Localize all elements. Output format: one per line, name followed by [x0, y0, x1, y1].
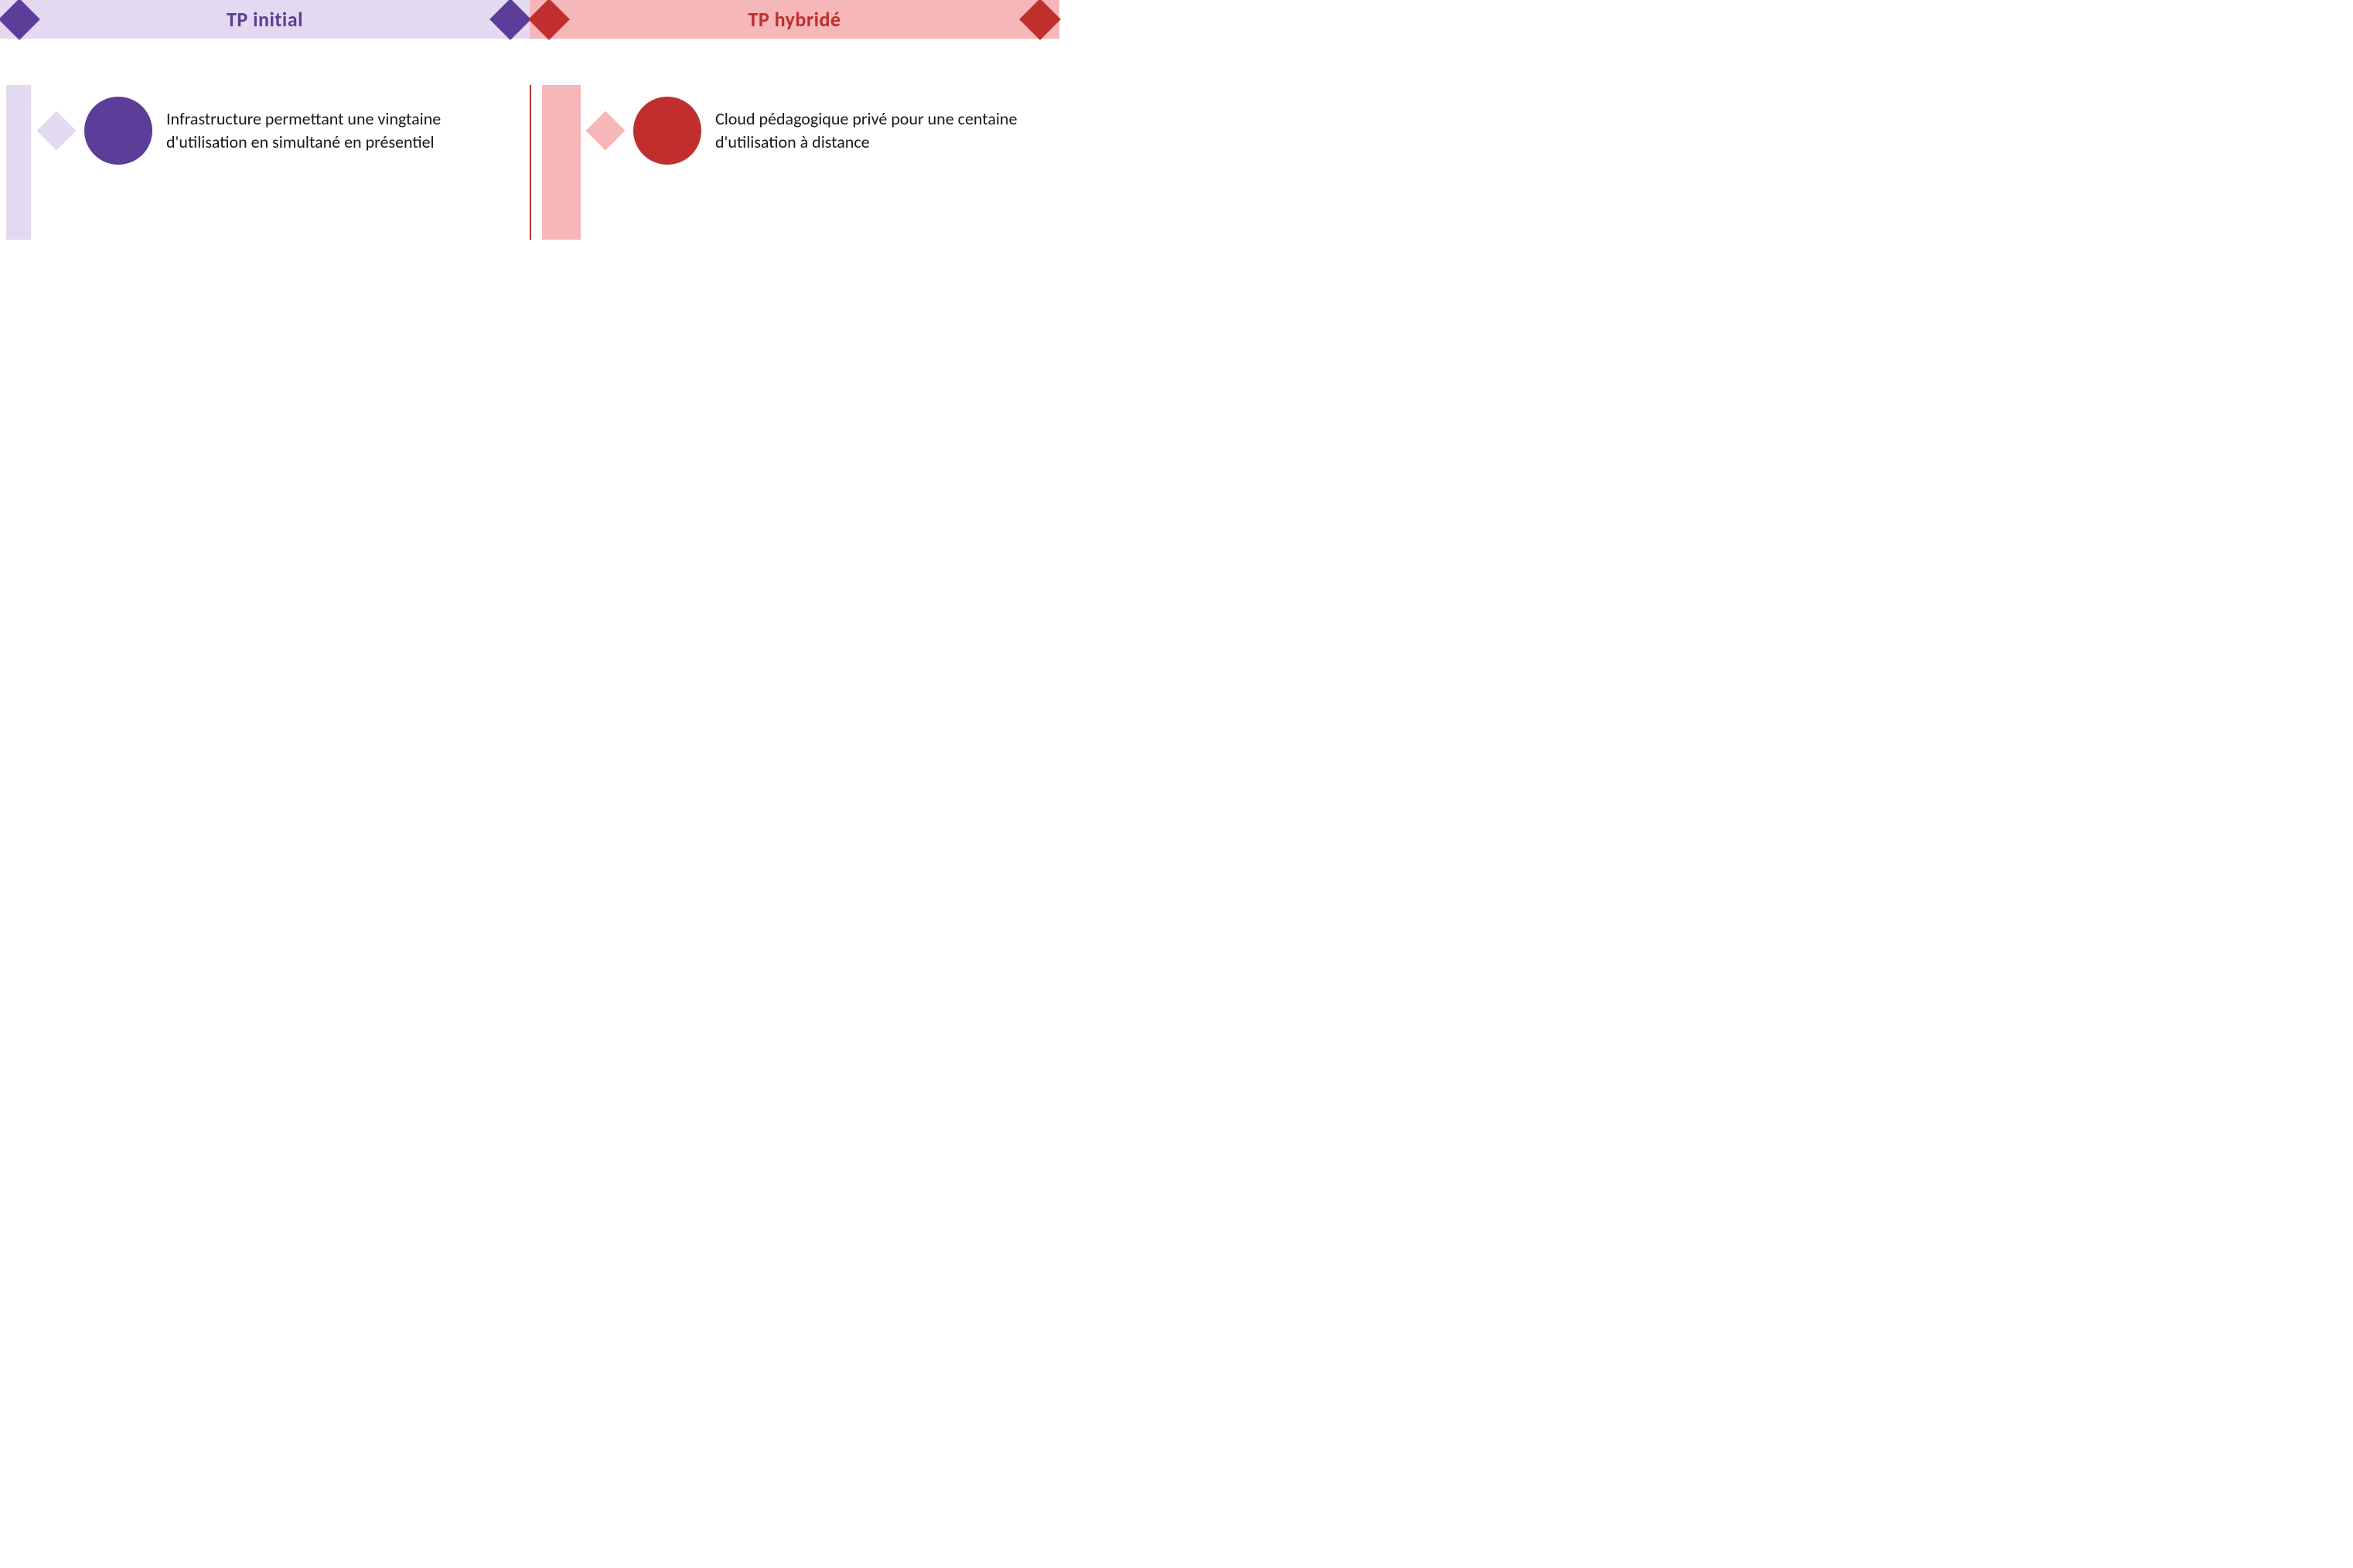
content-left: Infrastructure permettant une vingtaine … — [0, 85, 530, 240]
diamond-icon — [1019, 0, 1061, 40]
diamond-icon — [0, 0, 40, 40]
right-item: Cloud pédagogique privé pour une centain… — [592, 97, 1025, 165]
right-item-text: Cloud pédagogique privé pour une centain… — [715, 107, 1025, 153]
header-title-right: TP hybridé — [748, 7, 841, 32]
header-row: TP initial TP hybridé — [0, 0, 1059, 39]
right-sidebar-accent — [542, 85, 581, 240]
left-item: Infrastructure permettant une vingtaine … — [43, 97, 476, 165]
header-left: TP initial — [0, 0, 530, 39]
content-row: Infrastructure permettant une vingtaine … — [0, 85, 1059, 240]
left-item-text: Infrastructure permettant une vingtaine … — [166, 107, 476, 153]
vertical-divider — [530, 85, 531, 240]
content-right: Cloud pédagogique privé pour une centain… — [530, 85, 1059, 240]
diamond-icon — [586, 111, 626, 151]
circle-icon — [84, 97, 152, 165]
left-sidebar-accent — [6, 85, 31, 240]
header-title-left: TP initial — [227, 7, 303, 32]
diamond-icon — [37, 111, 77, 151]
circle-icon — [633, 97, 701, 165]
header-right: TP hybridé — [530, 0, 1059, 39]
diamond-icon — [528, 0, 570, 40]
diamond-icon — [489, 0, 531, 40]
